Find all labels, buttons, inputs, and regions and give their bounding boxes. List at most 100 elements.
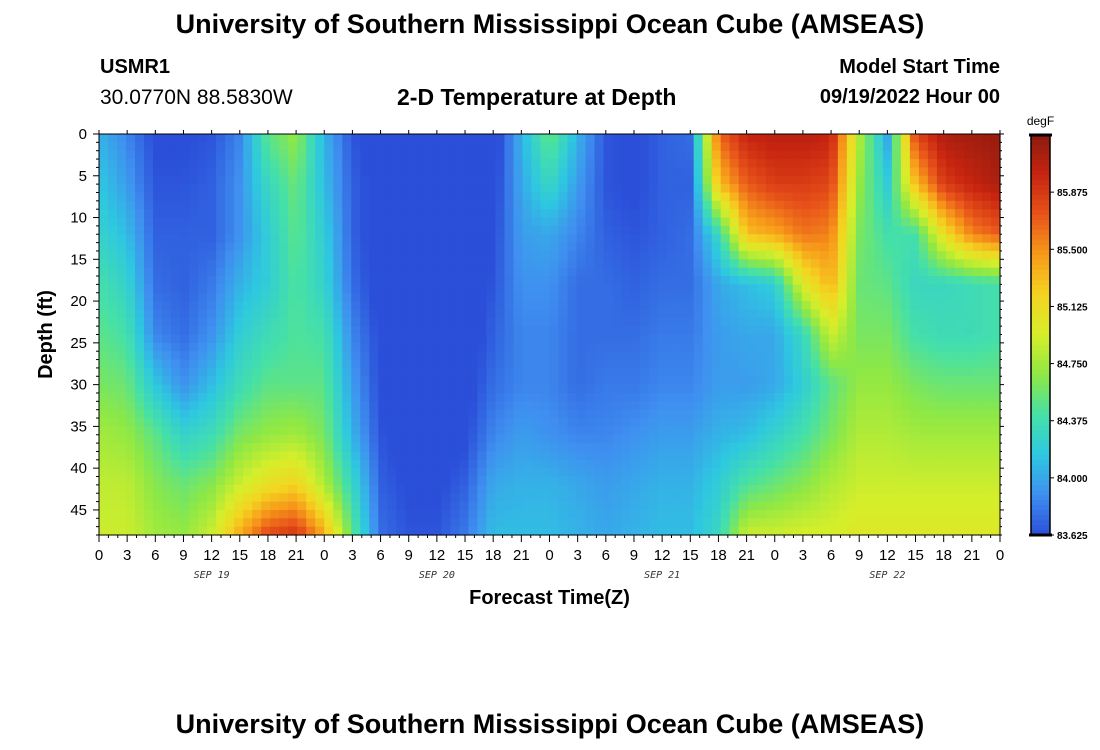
heatmap-cell [477, 426, 488, 436]
heatmap-cell [225, 209, 235, 219]
heatmap-cell [864, 192, 875, 202]
heatmap-cell [567, 451, 578, 461]
heatmap-cell [153, 267, 163, 277]
heatmap-cell [909, 192, 920, 202]
heatmap-cell [333, 276, 343, 285]
heatmap-cell [108, 150, 118, 160]
heatmap-cell [117, 276, 127, 285]
heatmap-cell [378, 443, 388, 453]
heatmap-cell [873, 167, 884, 177]
heatmap-cell [234, 200, 244, 210]
heatmap-cell [486, 250, 497, 260]
heatmap-cell [747, 225, 758, 235]
heatmap-cell [981, 342, 992, 352]
heatmap-cell [126, 418, 136, 427]
heatmap-cell [405, 351, 415, 361]
heatmap-cell [594, 351, 605, 361]
heatmap-cell [270, 292, 280, 302]
heatmap-cell [99, 175, 109, 185]
heatmap-cell [513, 217, 524, 227]
heatmap-cell [603, 359, 614, 369]
heatmap-cell [144, 192, 154, 202]
x-tick-label: 3 [573, 547, 581, 564]
heatmap-cell [747, 426, 758, 436]
heatmap-cell [387, 401, 397, 411]
heatmap-cell [342, 443, 352, 453]
x-tick-label: 6 [827, 547, 835, 564]
heatmap-cell [531, 443, 542, 453]
heatmap-cell [153, 334, 163, 344]
heatmap-cell [351, 259, 361, 269]
heatmap-cell [207, 443, 217, 453]
heatmap-cell [333, 501, 343, 511]
heatmap-cell [261, 409, 271, 419]
heatmap-cell [108, 225, 118, 235]
heatmap-cell [981, 200, 992, 210]
heatmap-cell [351, 250, 361, 260]
heatmap-cell [702, 518, 713, 528]
heatmap-cell [360, 451, 370, 461]
heatmap-cell [738, 426, 749, 436]
heatmap-cell [423, 434, 433, 444]
heatmap-cell [351, 225, 361, 235]
heatmap-cell [747, 518, 758, 528]
heatmap-cell [414, 234, 424, 244]
heatmap-cell [495, 367, 506, 377]
heatmap-cell [297, 167, 307, 177]
heatmap-cell [153, 351, 163, 361]
heatmap-cell [684, 267, 695, 277]
heatmap-cell [882, 225, 893, 235]
heatmap-cell [288, 509, 298, 519]
heatmap-cell [783, 376, 794, 386]
heatmap-cell [513, 518, 524, 528]
heatmap-cell [747, 401, 758, 411]
heatmap-cell [954, 451, 965, 461]
heatmap-cell [675, 250, 686, 260]
heatmap-cell [837, 434, 848, 444]
heatmap-cell [891, 150, 902, 160]
heatmap-cell [990, 134, 1001, 143]
heatmap-cell [873, 134, 884, 143]
heatmap-cell [981, 484, 992, 494]
heatmap-cell [819, 284, 830, 294]
heatmap-cell [792, 192, 803, 202]
heatmap-cell [864, 159, 875, 169]
heatmap-cell [414, 476, 424, 486]
heatmap-cell [693, 200, 704, 210]
heatmap-cell [729, 292, 740, 302]
heatmap-cell [423, 526, 433, 536]
heatmap-cell [747, 367, 758, 377]
y-tick-label: 30 [70, 377, 87, 394]
heatmap-cell [594, 184, 605, 194]
heatmap-cell [981, 418, 992, 427]
heatmap-cell [243, 376, 253, 386]
heatmap-cell [981, 134, 992, 143]
heatmap-cell [495, 242, 506, 252]
heatmap-cell [369, 426, 379, 436]
heatmap-cell [855, 392, 866, 402]
heatmap-cell [270, 326, 280, 336]
heatmap-cell [126, 509, 136, 519]
heatmap-cell [972, 451, 983, 461]
heatmap-cell [558, 301, 569, 311]
heatmap-cell [990, 301, 1001, 311]
heatmap-cell [441, 292, 451, 302]
heatmap-cell [972, 234, 983, 244]
y-tick-label: 15 [70, 251, 87, 268]
heatmap-cell [306, 217, 316, 227]
heatmap-cell [855, 476, 866, 486]
heatmap-cell [972, 509, 983, 519]
heatmap-cell [441, 526, 451, 536]
heatmap-cell [468, 351, 479, 361]
heatmap-cell [639, 326, 650, 336]
heatmap-cell [621, 351, 632, 361]
heatmap-cell [990, 526, 1001, 536]
heatmap-cell [396, 317, 406, 327]
heatmap-cell [333, 367, 343, 377]
heatmap-cell [792, 184, 803, 194]
heatmap-cell [675, 493, 686, 503]
heatmap-cell [144, 426, 154, 436]
heatmap-cell [135, 409, 145, 419]
heatmap-cell [540, 184, 551, 194]
heatmap-cell [792, 493, 803, 503]
